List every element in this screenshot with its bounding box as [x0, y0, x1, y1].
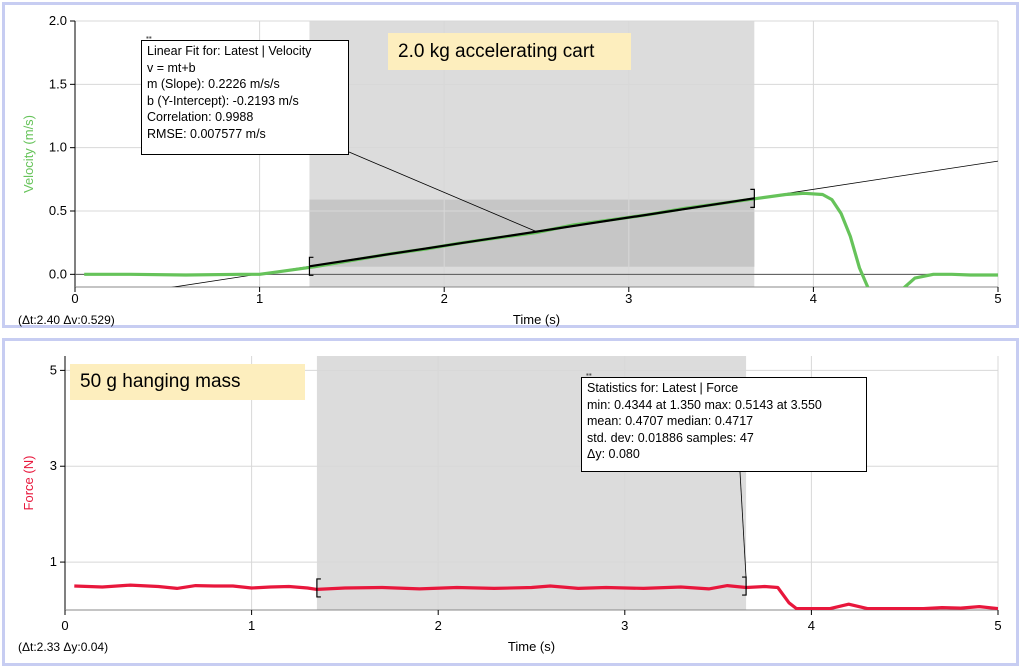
y-axis-title: Velocity (m/s): [21, 115, 36, 193]
selection-bracket-right: [742, 576, 747, 596]
y-tick-label: 1: [50, 554, 57, 569]
linear-fit-annotation[interactable]: ▪▪ Linear Fit for: Latest | Velocity v =…: [141, 34, 349, 155]
annotation-leader-line: [348, 151, 537, 232]
velocity-graph-title-text: 2.0 kg accelerating cart: [398, 40, 595, 62]
y-tick-label: 1.0: [49, 140, 67, 155]
annot-line: m (Slope): 0.2226 m/s/s: [147, 77, 280, 91]
data-series-line: [74, 583, 998, 610]
annotation-leader-line: [739, 471, 747, 579]
velocity-graph-title: 2.0 kg accelerating cart: [388, 33, 631, 70]
x-tick-label: 5: [994, 618, 1001, 633]
y-tick-label: 3: [50, 458, 57, 473]
force-graph-title-text: 50 g hanging mass: [80, 371, 241, 392]
annotation-drag-icon[interactable]: ▪▪: [146, 33, 152, 42]
annot-line: Statistics for: Latest | Force: [587, 381, 739, 395]
annot-line: b (Y-Intercept): -0.2193 m/s: [147, 93, 299, 108]
x-tick-label: 5: [994, 291, 1001, 306]
y-tick-label: 2.0: [49, 13, 67, 28]
delta-readout: (Δt:2.40 Δv:0.529): [18, 313, 115, 327]
x-tick-label: 3: [625, 291, 632, 306]
x-tick-label: 1: [256, 291, 263, 306]
annot-line: min: 0.4344 at 1.350 max: 0.5143 at 3.55…: [587, 397, 822, 412]
x-tick-label: 4: [810, 291, 817, 306]
y-tick-label: 0.0: [49, 266, 67, 281]
delta-readout: (Δt:2.33 Δy:0.04): [18, 640, 108, 654]
annotation-drag-icon[interactable]: ▪▪: [586, 370, 592, 379]
annot-line: Linear Fit for: Latest | Velocity: [147, 44, 312, 58]
force-graph-title: 50 g hanging mass: [70, 364, 305, 400]
x-tick-label: 2: [435, 618, 442, 633]
x-tick-label: 2: [441, 291, 448, 306]
x-tick-label: 4: [808, 618, 815, 633]
selection-bracket-left: [308, 256, 314, 276]
x-axis-title: Time (s): [508, 639, 555, 654]
annot-line: v = mt+b: [147, 60, 196, 75]
x-tick-label: 1: [248, 618, 255, 633]
annot-line: mean: 0.4707 median: 0.4717: [587, 414, 754, 428]
y-tick-label: 5: [50, 362, 57, 377]
selection-bracket-right: [750, 188, 755, 208]
statistics-annotation[interactable]: ▪▪ Statistics for: Latest | Force min: 0…: [581, 371, 867, 472]
data-series-line: [902, 272, 998, 287]
annot-line: Δy: 0.080: [587, 447, 640, 461]
y-tick-label: 1.5: [49, 76, 67, 91]
x-tick-label: 0: [61, 618, 68, 633]
x-axis-title: Time (s): [513, 312, 560, 327]
fit-line-segment: [309, 197, 755, 268]
y-tick-label: 0.5: [49, 203, 67, 218]
x-tick-label: 0: [71, 291, 78, 306]
x-tick-label: 3: [621, 618, 628, 633]
annot-line: RMSE: 0.007577 m/s: [147, 126, 266, 141]
selection-bracket-left: [316, 578, 321, 598]
annot-line: std. dev: 0.01886 samples: 47: [587, 430, 754, 445]
y-axis-title: Force (N): [21, 456, 36, 511]
annot-line: Correlation: 0.9988: [147, 110, 254, 124]
